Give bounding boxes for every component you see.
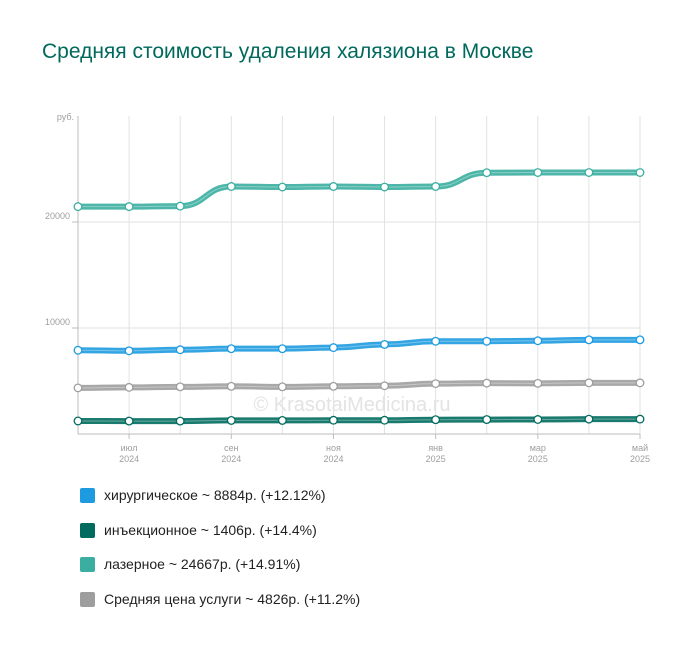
data-point (380, 381, 389, 391)
data-point (329, 182, 338, 191)
series-0 (73, 335, 645, 356)
axes: руб.1000020000июл2024сен2024ноя2024янв20… (45, 112, 650, 464)
data-point (635, 414, 645, 424)
data-point (277, 182, 287, 192)
data-point (584, 414, 594, 424)
y-axis-unit-label: руб. (57, 112, 74, 122)
data-point (175, 382, 185, 392)
data-point (584, 378, 594, 388)
data-point (635, 168, 645, 177)
data-point (277, 382, 287, 392)
chart-title: Средняя стоимость удаления халязиона в М… (42, 40, 534, 63)
data-point (380, 339, 389, 349)
data-point (124, 382, 134, 392)
x-tick-label-month: июл (121, 443, 138, 453)
data-point (277, 344, 287, 354)
legend-label: хирургическое ~ 8884р. (+12.12%) (104, 487, 326, 503)
data-point (380, 182, 389, 192)
legend-label: инъекционное ~ 1406р. (+14.4%) (104, 521, 317, 538)
data-point (482, 336, 492, 346)
data-point (380, 415, 389, 425)
data-point (431, 336, 441, 346)
data-point (533, 378, 543, 388)
data-point (584, 168, 594, 177)
x-tick-label-year: 2025 (630, 454, 650, 464)
series-line-highlight (77, 382, 640, 389)
data-point (73, 416, 83, 426)
data-point (329, 381, 338, 391)
data-point (431, 182, 441, 191)
data-point (226, 344, 236, 354)
data-point (175, 416, 185, 426)
data-point (482, 168, 492, 178)
data-point (124, 416, 134, 426)
legend-swatch (80, 557, 95, 572)
data-point (635, 378, 645, 388)
data-point (226, 182, 236, 191)
x-tick-label-month: янв (428, 443, 443, 453)
legend-label: лазерное ~ 24667р. (+14.91%) (104, 556, 301, 572)
data-point (329, 343, 338, 353)
x-tick-label-month: мар (530, 443, 546, 453)
data-point (635, 335, 645, 345)
line-chart: © KrasotaiMedicina.ru руб.1000020000июл2… (45, 112, 650, 464)
data-point (431, 415, 441, 425)
legend-swatch (80, 522, 95, 538)
x-tick-label-year: 2024 (119, 454, 139, 464)
legend-swatch (80, 591, 95, 607)
data-point (277, 415, 287, 425)
series-3 (73, 378, 645, 393)
data-point (73, 345, 83, 355)
series-line (75, 336, 643, 354)
x-tick-label-year: 2024 (221, 454, 241, 464)
series-line-highlight (77, 339, 640, 352)
x-tick-label-year: 2025 (528, 454, 548, 464)
series-2 (73, 168, 645, 212)
x-tick-label-month: ноя (326, 443, 341, 453)
data-point (482, 378, 492, 388)
data-point (533, 168, 543, 177)
data-point (226, 381, 236, 391)
y-tick-label: 10000 (45, 317, 70, 327)
data-point (533, 415, 543, 424)
x-tick-label-month: май (632, 443, 648, 453)
x-tick-label-year: 2025 (426, 454, 446, 464)
data-point (124, 346, 134, 356)
data-point (73, 383, 83, 393)
series-line-highlight (77, 418, 641, 422)
series-group (73, 168, 645, 426)
x-tick-label-year: 2024 (323, 454, 343, 464)
data-point (175, 201, 185, 211)
data-point (431, 379, 441, 389)
data-point (226, 415, 236, 425)
data-point (329, 415, 338, 425)
series-1 (73, 414, 645, 426)
y-tick-label: 20000 (45, 211, 70, 221)
data-point (584, 335, 594, 345)
data-point (124, 202, 134, 212)
legend-swatch (80, 488, 95, 503)
data-point (533, 336, 543, 346)
data-point (73, 202, 83, 212)
watermark: © KrasotaiMedicina.ru (253, 394, 450, 416)
data-point (482, 415, 492, 425)
series-line (75, 416, 643, 425)
legend-label: Средняя цена услуги ~ 4826р. (+11.2%) (104, 590, 361, 607)
series-line (75, 169, 643, 210)
x-tick-label-month: сен (224, 443, 239, 453)
series-line (75, 379, 643, 391)
data-point (175, 345, 185, 355)
